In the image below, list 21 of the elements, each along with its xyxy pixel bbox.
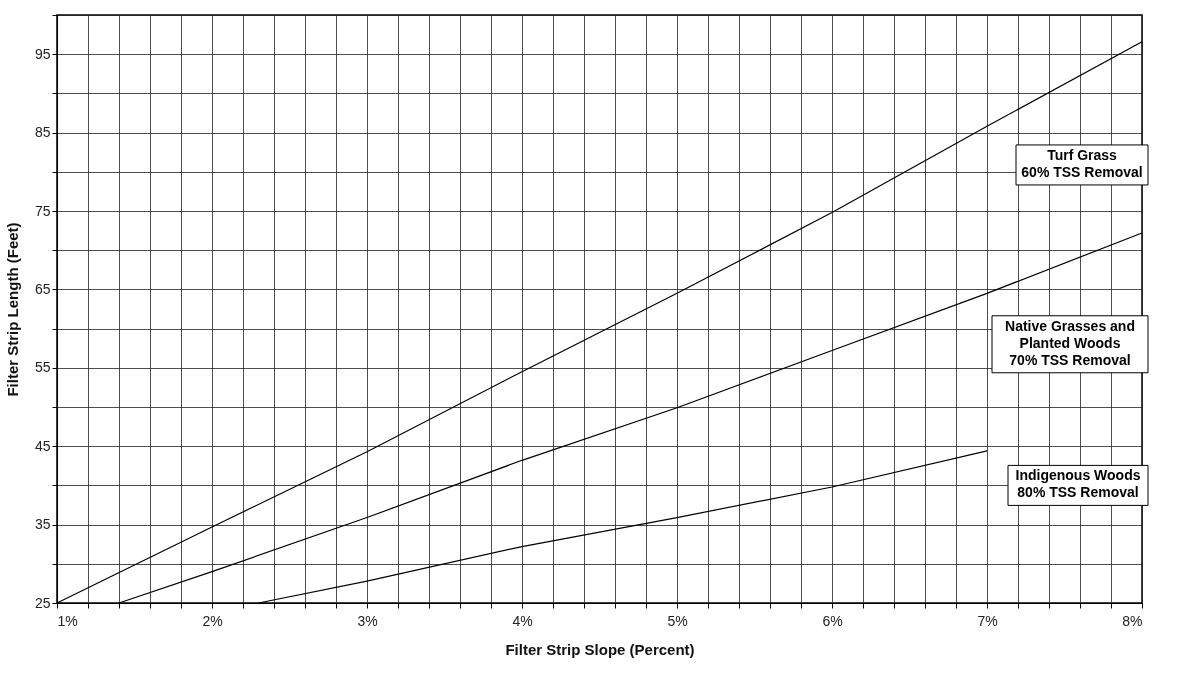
x-tick-label: 2% bbox=[202, 612, 223, 629]
y-tick-label: 45 bbox=[34, 437, 51, 454]
x-tick-label: 5% bbox=[667, 612, 688, 629]
x-tick-label: 1% bbox=[57, 612, 78, 629]
x-tick-label: 7% bbox=[977, 612, 998, 629]
x-tick-label: 8% bbox=[1122, 612, 1143, 629]
y-tick-label: 65 bbox=[34, 280, 51, 297]
y-tick-label: 75 bbox=[34, 202, 51, 219]
y-tick-label: 35 bbox=[34, 516, 51, 533]
y-axis-title: Filter Strip Length (Feet) bbox=[3, 222, 21, 397]
y-tick-label: 95 bbox=[34, 45, 51, 62]
annotation: Turf Grass 60% TSS Removal bbox=[1021, 146, 1143, 180]
y-tick-label: 55 bbox=[34, 359, 51, 376]
y-tick-label: 25 bbox=[34, 594, 51, 611]
y-tick-label: 85 bbox=[34, 124, 51, 141]
x-tick-label: 3% bbox=[357, 612, 378, 629]
annotation: Native Grasses and Planted Woods 70% TSS Removal bbox=[1005, 317, 1135, 368]
x-tick-label: 4% bbox=[512, 612, 533, 629]
annotation: Indigenous Woods 80% TSS Removal bbox=[1015, 467, 1141, 501]
x-tick-label: 6% bbox=[822, 612, 843, 629]
x-axis-title: Filter Strip Slope (Percent) bbox=[505, 640, 695, 658]
